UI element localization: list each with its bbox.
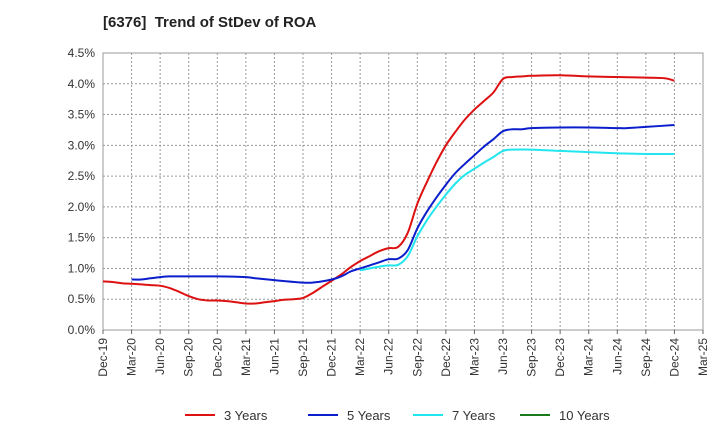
x-tick-label: Mar-23 [467,338,481,376]
y-tick-label: 1.0% [68,261,96,275]
legend-label-7-years: 7 Years [452,408,496,423]
axes: 0.0% 0.5% 1.0% 1.5% 2.0% 2.5% 3.0% 3.5% 4.0% 4.5%… [68,46,710,377]
x-tick-label: Dec-22 [439,338,453,377]
series-line-3-years [102,74,675,305]
series-line-7-years [359,148,675,272]
legend-label-5-years: 5 Years [347,408,391,423]
x-tick-label: Dec-21 [325,338,339,377]
x-tick-label: Mar-22 [353,338,367,376]
x-tick-label: Jun-24 [610,338,624,375]
y-tick-label: 2.0% [68,200,96,214]
y-tick-label: 3.5% [68,108,96,122]
x-tick-label: Sep-21 [296,338,310,377]
grid [102,52,704,331]
x-tick-label: Mar-25 [696,338,710,376]
x-tick-label: Mar-20 [125,338,139,376]
legend-label-10-years: 10 Years [559,408,610,423]
y-tick-label: 4.0% [68,77,96,91]
y-tick-label: 0.0% [68,323,96,337]
legend-label-3-years: 3 Years [224,408,268,423]
x-tick-label: Sep-24 [639,338,653,377]
x-tick-label: Dec-23 [553,338,567,377]
x-tick-label: Jun-20 [153,338,167,375]
x-tick-label: Sep-22 [410,338,424,377]
x-tick-label: Sep-23 [525,338,539,377]
x-tick-label: Mar-21 [239,338,253,376]
y-tick-label: 4.5% [68,46,96,60]
x-tick-label: Mar-24 [582,338,596,376]
x-tick-label: Jun-22 [382,338,396,375]
x-tick-label: Jun-23 [496,338,510,375]
x-tick-label: Jun-21 [267,338,281,375]
x-tick-label: Dec-20 [210,338,224,377]
x-tick-label: Dec-24 [667,338,681,377]
x-tick-label: Sep-20 [182,338,196,377]
y-tick-label: 1.5% [68,231,96,245]
y-tick-label: 3.0% [68,138,96,152]
series-lines [102,74,675,305]
plot-area [102,52,704,331]
y-tick-label: 0.5% [68,292,96,306]
legend: 3 Years 5 Years 7 Years 10 Years [185,408,610,423]
x-tick-label: Dec-19 [96,338,110,377]
y-tick-label: 2.5% [68,169,96,183]
chart-title: [6376] Trend of StDev of ROA [103,14,317,31]
series-line-5-years [131,124,675,284]
